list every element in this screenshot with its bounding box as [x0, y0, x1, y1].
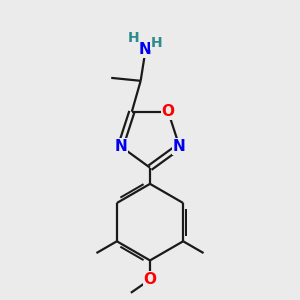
Text: N: N: [173, 139, 186, 154]
Text: O: O: [143, 272, 157, 287]
Text: H: H: [151, 35, 162, 50]
Text: H: H: [128, 31, 140, 44]
Text: N: N: [139, 42, 152, 57]
Text: N: N: [114, 139, 127, 154]
Text: O: O: [162, 104, 175, 119]
